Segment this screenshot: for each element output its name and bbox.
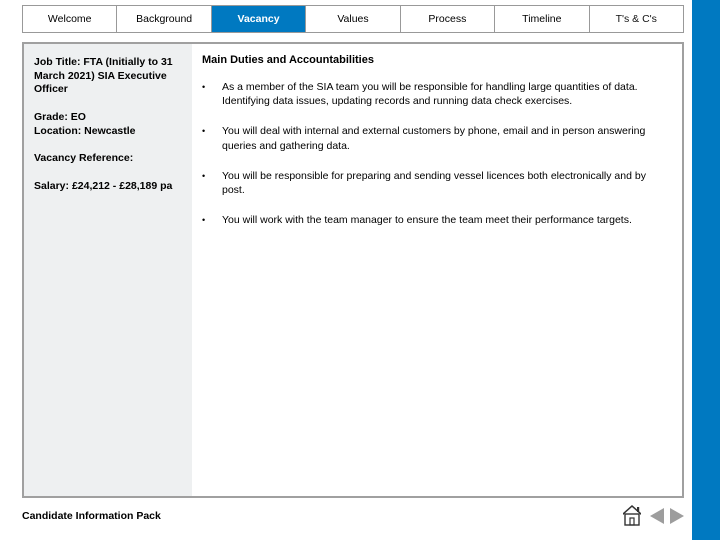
sidebar-vacancy-ref: Vacancy Reference: (34, 152, 182, 166)
tab-process[interactable]: Process (401, 6, 495, 32)
tab-background[interactable]: Background (117, 6, 211, 32)
main-heading: Main Duties and Accountabilities (202, 54, 666, 66)
duty-item: •As a member of the SIA team you will be… (202, 80, 666, 108)
tab-terms[interactable]: T's & C's (590, 6, 683, 32)
next-arrow-icon[interactable] (670, 508, 684, 524)
tab-vacancy[interactable]: Vacancy (212, 6, 306, 32)
sidebar-salary: Salary: £24,212 - £28,189 pa (34, 180, 182, 194)
duties-list: •As a member of the SIA team you will be… (202, 80, 666, 227)
footer-title: Candidate Information Pack (22, 510, 161, 522)
bullet-icon: • (202, 169, 222, 197)
tab-welcome[interactable]: Welcome (23, 6, 117, 32)
tab-timeline[interactable]: Timeline (495, 6, 589, 32)
duty-text: You will deal with internal and external… (222, 124, 666, 152)
duty-item: •You will work with the team manager to … (202, 213, 666, 227)
content-frame: Job Title: FTA (Initially to 31 March 20… (22, 42, 684, 498)
main-content: Main Duties and Accountabilities •As a m… (192, 44, 682, 496)
nav-icons (620, 505, 684, 527)
side-accent-bar (692, 0, 720, 540)
bullet-icon: • (202, 80, 222, 108)
bullet-icon: • (202, 213, 222, 227)
duty-text: You will work with the team manager to e… (222, 213, 632, 227)
duty-text: As a member of the SIA team you will be … (222, 80, 666, 108)
tab-values[interactable]: Values (306, 6, 400, 32)
home-icon[interactable] (620, 505, 644, 527)
bullet-icon: • (202, 124, 222, 152)
sidebar-grade-location: Grade: EO Location: Newcastle (34, 111, 182, 138)
duty-text: You will be responsible for preparing an… (222, 169, 666, 197)
tab-bar: Welcome Background Vacancy Values Proces… (22, 5, 684, 33)
sidebar-job-title: Job Title: FTA (Initially to 31 March 20… (34, 56, 182, 97)
duty-item: •You will be responsible for preparing a… (202, 169, 666, 197)
prev-arrow-icon[interactable] (650, 508, 664, 524)
sidebar: Job Title: FTA (Initially to 31 March 20… (24, 44, 192, 496)
duty-item: •You will deal with internal and externa… (202, 124, 666, 152)
footer: Candidate Information Pack (22, 504, 684, 528)
